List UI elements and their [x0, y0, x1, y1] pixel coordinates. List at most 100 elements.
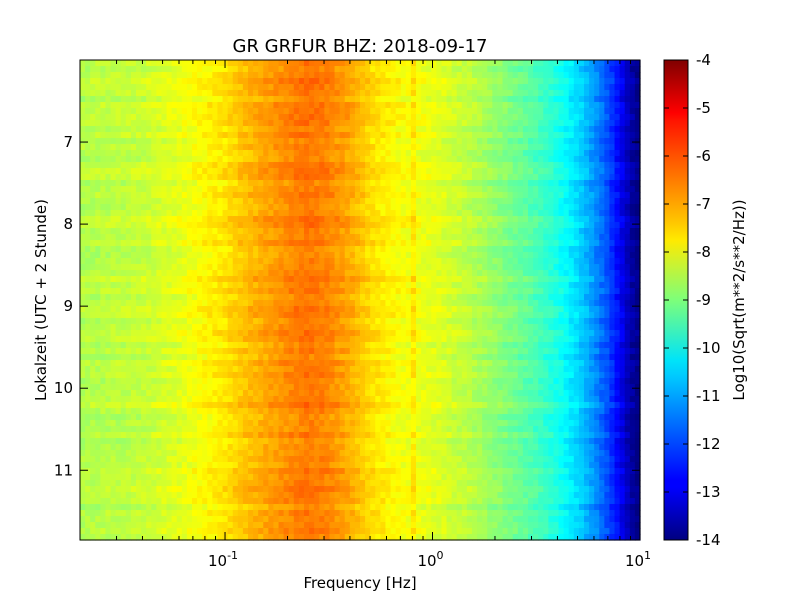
heatmap-cell [141, 312, 147, 319]
heatmap-cell [130, 336, 137, 343]
heatmap-cell [171, 150, 178, 157]
heatmap-cell [288, 510, 295, 517]
heatmap-cell [120, 384, 127, 391]
heatmap-cell [293, 318, 300, 325]
heatmap-cell [339, 426, 346, 433]
heatmap-cell [375, 510, 381, 517]
heatmap-cell [360, 372, 366, 379]
heatmap-cell [273, 174, 280, 181]
heatmap-cell [136, 312, 142, 319]
heatmap-cell [171, 390, 178, 397]
heatmap-cell [258, 234, 264, 241]
heatmap-cell [181, 246, 188, 253]
heatmap-cell [304, 426, 310, 433]
heatmap-cell [314, 222, 320, 229]
heatmap-cell [192, 372, 198, 379]
heatmap-cell [283, 366, 290, 373]
heatmap-cell [227, 96, 234, 103]
heatmap-cell [176, 534, 183, 541]
heatmap-cell [385, 480, 392, 487]
heatmap-cell [95, 240, 101, 247]
heatmap-cell [360, 138, 366, 145]
heatmap-cell [288, 390, 295, 397]
heatmap-cell [197, 450, 203, 457]
heatmap-cell [354, 318, 361, 325]
heatmap-cell [314, 126, 320, 133]
heatmap-cell [365, 174, 371, 181]
heatmap-cell [268, 480, 275, 487]
heatmap-cell [186, 336, 193, 343]
heatmap-cell [324, 168, 331, 175]
heatmap-cell [304, 96, 310, 103]
heatmap-cell [344, 96, 351, 103]
heatmap-cell [268, 84, 275, 91]
heatmap-cell [237, 252, 244, 259]
heatmap-cell [242, 66, 249, 73]
heatmap-cell [309, 192, 315, 199]
heatmap-cell [197, 228, 203, 235]
heatmap-cell [263, 162, 269, 169]
heatmap-cell [390, 336, 397, 343]
heatmap-cell [207, 516, 213, 523]
heatmap-cell [319, 450, 325, 457]
heatmap-cell [120, 480, 127, 487]
heatmap-cell [217, 360, 224, 367]
heatmap-cell [248, 414, 254, 421]
heatmap-cell [385, 372, 392, 379]
heatmap-cell [268, 306, 275, 313]
heatmap-cell [136, 66, 142, 73]
heatmap-cell [349, 108, 356, 115]
heatmap-cell [273, 288, 280, 295]
heatmap-cell [344, 426, 351, 433]
heatmap-cell [242, 282, 249, 289]
heatmap-cell [120, 240, 127, 247]
heatmap-cell [166, 282, 173, 289]
heatmap-cell [105, 78, 112, 85]
heatmap-cell [222, 330, 229, 337]
heatmap-cell [171, 114, 178, 121]
heatmap-cell [212, 462, 219, 469]
heatmap-cell [197, 402, 203, 409]
heatmap-cell [263, 336, 269, 343]
heatmap-cell [192, 486, 198, 493]
heatmap-cell [380, 66, 387, 73]
heatmap-cell [171, 276, 178, 283]
heatmap-cell [105, 318, 112, 325]
heatmap-cell [80, 516, 86, 523]
heatmap-cell [192, 228, 198, 235]
heatmap-cell [349, 252, 356, 259]
heatmap-cell [258, 156, 264, 163]
heatmap-cell [395, 72, 402, 79]
heatmap-cell [314, 348, 320, 355]
heatmap-cell [263, 360, 269, 367]
heatmap-cell [304, 192, 310, 199]
heatmap-cell [207, 120, 213, 127]
heatmap-cell [283, 240, 290, 247]
heatmap-cell [227, 204, 234, 211]
heatmap-cell [258, 324, 264, 331]
heatmap-cell [344, 270, 351, 277]
heatmap-cell [207, 216, 213, 223]
heatmap-cell [232, 324, 239, 331]
heatmap-cell [237, 534, 244, 541]
heatmap-cell [390, 132, 397, 139]
heatmap-cell [390, 516, 397, 523]
heatmap-cell [130, 234, 137, 241]
heatmap-cell [110, 264, 117, 271]
heatmap-cell [253, 96, 259, 103]
heatmap-cell [263, 78, 269, 85]
heatmap-cell [304, 432, 310, 439]
heatmap-cell [202, 354, 208, 361]
heatmap-cell [115, 486, 122, 493]
heatmap-cell [176, 192, 183, 199]
heatmap-cell [110, 432, 117, 439]
heatmap-cell [253, 174, 259, 181]
heatmap-cell [161, 378, 168, 385]
heatmap-cell [375, 384, 381, 391]
heatmap-cell [248, 510, 254, 517]
heatmap-cell [156, 234, 163, 241]
heatmap-cell [136, 498, 142, 505]
heatmap-cell [227, 78, 234, 85]
heatmap-cell [344, 450, 351, 457]
heatmap-cell [212, 498, 219, 505]
